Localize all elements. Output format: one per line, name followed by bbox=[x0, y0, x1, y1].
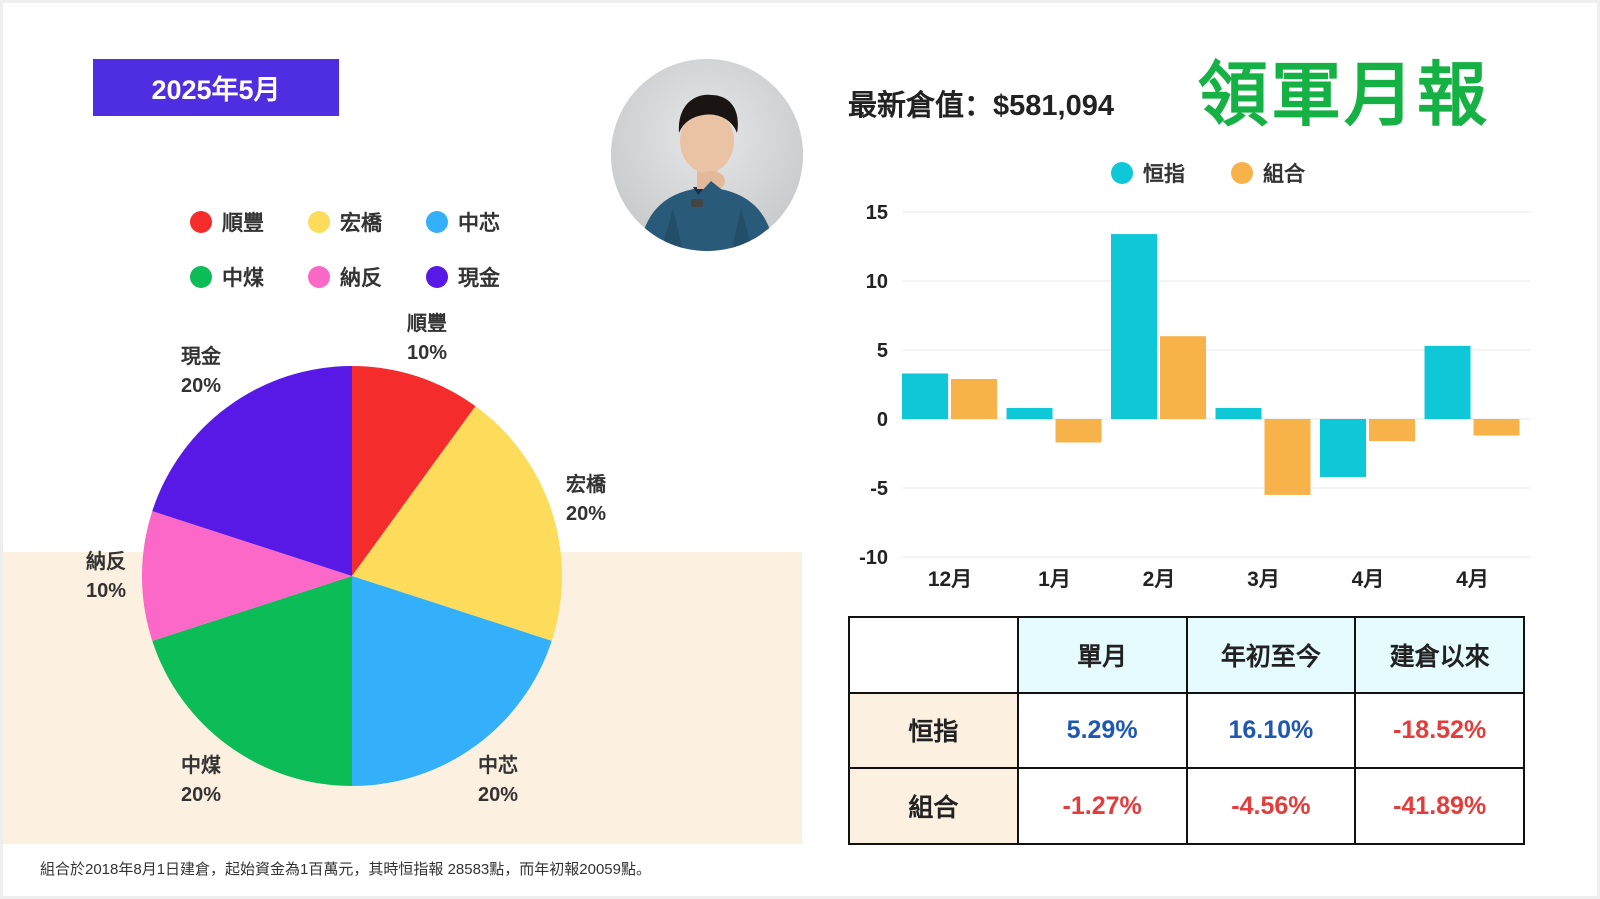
bar bbox=[1369, 419, 1415, 442]
table-cell: -1.27% bbox=[1016, 767, 1188, 845]
pie-legend-item: 宏橋 bbox=[308, 207, 382, 237]
x-tick-label: 12月 bbox=[928, 568, 972, 591]
pie-label-name: 宏橋 bbox=[566, 474, 606, 496]
x-tick-label: 4月 bbox=[1352, 568, 1385, 591]
bar bbox=[1424, 345, 1471, 419]
x-tick-label: 1月 bbox=[1038, 568, 1071, 591]
pie-slice-label: 中芯 20% bbox=[478, 752, 518, 810]
bar bbox=[902, 373, 948, 419]
table-header-row: 單月 年初至今 建倉以來 bbox=[848, 616, 1525, 694]
pie-legend-item: 納反 bbox=[308, 262, 382, 292]
person-portrait-icon bbox=[611, 59, 803, 251]
legend-label: 中煤 bbox=[222, 267, 264, 290]
bar-chart: 15 10 5 0 -5 -10 12月 1月 2月 3月 4月 4月 bbox=[859, 202, 1530, 591]
bar bbox=[1055, 419, 1102, 443]
pie-slice bbox=[152, 576, 352, 786]
x-tick-label: 4月 bbox=[1456, 568, 1489, 591]
pie-label-name: 順豐 bbox=[407, 313, 447, 335]
legend-label: 中芯 bbox=[458, 212, 500, 235]
legend-label: 恒指 bbox=[1143, 163, 1185, 186]
legend-dot bbox=[190, 211, 212, 233]
y-tick-label: -10 bbox=[859, 547, 888, 569]
portfolio-value-amount: $581,094 bbox=[993, 90, 1114, 122]
y-tick-label: -5 bbox=[870, 478, 888, 500]
bar bbox=[1264, 419, 1311, 495]
legend-label: 現金 bbox=[458, 267, 500, 290]
pie-label-value: 20% bbox=[478, 784, 519, 806]
legend-dot bbox=[308, 211, 330, 233]
date-badge: 2025年5月 bbox=[93, 59, 339, 116]
legend-dot bbox=[308, 266, 330, 288]
bar-legend-item: 恒指 bbox=[1111, 158, 1185, 188]
y-tick-label: 15 bbox=[866, 202, 888, 224]
bar-legend-item: 組合 bbox=[1231, 158, 1305, 188]
pie-slice-label: 順豐 10% bbox=[407, 310, 447, 368]
performance-table: 單月 年初至今 建倉以來 恒指 5.29% 16.10% -18.52% 組合 … bbox=[848, 616, 1525, 845]
pie-slice-label: 納反 10% bbox=[86, 548, 126, 606]
legend-label: 納反 bbox=[340, 267, 382, 290]
portrait-drawing bbox=[611, 59, 803, 251]
legend-label: 順豐 bbox=[222, 212, 264, 235]
pie-legend-item: 順豐 bbox=[190, 207, 264, 237]
table-cell: 16.10% bbox=[1185, 691, 1357, 770]
y-tick-label: 5 bbox=[877, 340, 888, 362]
bar bbox=[1006, 407, 1053, 419]
x-tick-label: 3月 bbox=[1247, 568, 1280, 591]
pie-label-value: 10% bbox=[86, 580, 127, 602]
table-header-cell: 單月 bbox=[1016, 616, 1188, 694]
pie-chart bbox=[142, 366, 562, 786]
legend-dot bbox=[426, 211, 448, 233]
pie-label-value: 20% bbox=[181, 784, 222, 806]
legend-dot bbox=[1111, 162, 1133, 184]
table-cell: -4.56% bbox=[1185, 767, 1357, 845]
pie-label-name: 現金 bbox=[181, 346, 221, 368]
report-title: 領軍月報 bbox=[1198, 56, 1490, 134]
table-header-cell: 建倉以來 bbox=[1354, 616, 1525, 694]
pie-label-name: 納反 bbox=[86, 551, 126, 573]
legend-dot bbox=[1231, 162, 1253, 184]
portfolio-value-label: 最新倉值： bbox=[848, 90, 994, 122]
bar bbox=[1111, 234, 1157, 419]
pie-label-value: 20% bbox=[566, 503, 607, 525]
table-cell: -18.52% bbox=[1354, 691, 1525, 770]
portfolio-value: 最新倉值：$581,094 bbox=[848, 82, 1114, 124]
table-row: 組合 -1.27% -4.56% -41.89% bbox=[848, 767, 1525, 845]
pie-slice bbox=[352, 366, 476, 576]
pie-slice-label: 中煤 20% bbox=[181, 752, 221, 810]
bar bbox=[951, 378, 997, 419]
bar bbox=[1215, 407, 1262, 419]
pie-label-name: 中煤 bbox=[181, 755, 221, 777]
pie-legend-item: 中芯 bbox=[426, 207, 500, 237]
x-tick-label: 2月 bbox=[1143, 568, 1176, 591]
footnote: 組合於2018年8月1日建倉，起始資金為1百萬元，其時恒指報 28583點，而年… bbox=[40, 861, 651, 878]
y-tick-label: 10 bbox=[866, 271, 888, 293]
y-tick-label: 0 bbox=[877, 409, 888, 431]
bar bbox=[1320, 419, 1366, 477]
table-row: 恒指 5.29% 16.10% -18.52% bbox=[848, 691, 1525, 770]
table-cell: -41.89% bbox=[1354, 767, 1525, 845]
bar bbox=[1473, 419, 1520, 436]
pie-label-value: 10% bbox=[407, 342, 448, 364]
pie-label-name: 中芯 bbox=[478, 755, 518, 777]
pie-slice bbox=[152, 366, 352, 576]
legend-dot bbox=[190, 266, 212, 288]
table-row-label: 恒指 bbox=[848, 691, 1019, 770]
table-header-cell: 年初至今 bbox=[1185, 616, 1357, 694]
legend-label: 組合 bbox=[1263, 163, 1305, 186]
table-cell: 5.29% bbox=[1016, 691, 1188, 770]
pie-legend-item: 現金 bbox=[426, 262, 500, 292]
pie-slice-label: 現金 20% bbox=[181, 343, 221, 401]
table-corner-cell bbox=[848, 616, 1019, 694]
pie-slice bbox=[142, 511, 352, 641]
table-row-label: 組合 bbox=[848, 767, 1019, 845]
bar bbox=[1160, 336, 1206, 419]
legend-dot bbox=[426, 266, 448, 288]
pie-slice bbox=[352, 576, 552, 786]
pie-slice bbox=[352, 406, 562, 641]
pie-label-value: 20% bbox=[181, 375, 222, 397]
pie-slice-label: 宏橋 20% bbox=[566, 471, 606, 529]
legend-label: 宏橋 bbox=[340, 212, 382, 235]
pie-legend-item: 中煤 bbox=[190, 262, 264, 292]
